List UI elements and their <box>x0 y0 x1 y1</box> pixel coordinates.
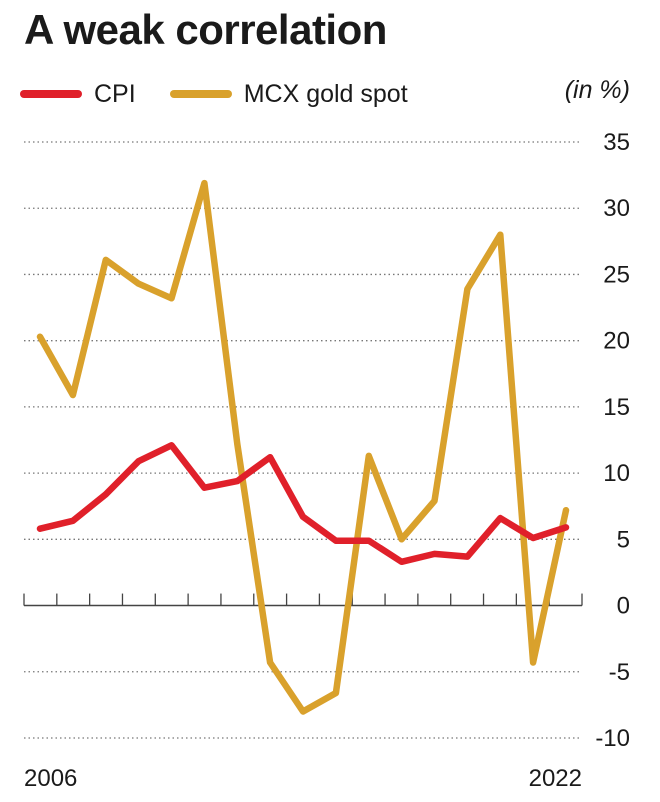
legend: CPI MCX gold spot <box>20 76 442 112</box>
gridlines <box>24 141 582 739</box>
legend-item-gold: MCX gold spot <box>169 79 408 109</box>
chart-title: A weak correlation <box>24 6 387 53</box>
legend-item-cpi: CPI <box>20 80 136 109</box>
series-lines <box>36 179 570 715</box>
y-tick-label: 15 <box>603 394 630 421</box>
legend-label-gold: MCX gold spot <box>243 79 408 108</box>
x-tick-labels: 2006 2022 <box>24 765 582 792</box>
y-tick-label: -10 <box>595 725 630 752</box>
x-axis <box>23 593 583 607</box>
y-tick-label: 25 <box>603 261 630 288</box>
series-line-mcx-gold-spot <box>36 179 570 715</box>
legend-swatch-cpi <box>20 90 82 98</box>
x-tick-label-last: 2022 <box>529 765 582 792</box>
legend-label-cpi: CPI <box>94 79 136 108</box>
x-tick-label-first: 2006 <box>24 765 77 792</box>
legend-swatch-gold <box>169 90 232 98</box>
y-tick-label: 5 <box>617 526 630 553</box>
y-tick-label: 30 <box>603 195 630 222</box>
unit-label: (in %) <box>564 76 630 104</box>
y-tick-label: 20 <box>603 328 630 355</box>
y-tick-label: -5 <box>609 659 630 686</box>
y-tick-labels: 35 30 25 20 15 10 5 0 -5 -10 <box>595 129 630 752</box>
y-tick-label: 10 <box>603 460 630 487</box>
y-tick-label: 35 <box>603 129 630 156</box>
y-tick-label: 0 <box>617 593 630 620</box>
series-line-cpi <box>36 442 570 566</box>
